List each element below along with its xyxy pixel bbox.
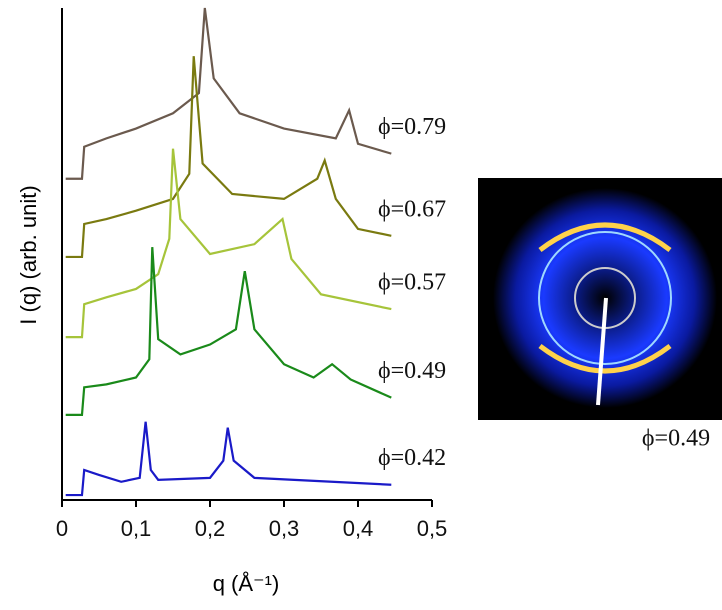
- inset-ring: [538, 231, 672, 365]
- inset: [478, 178, 722, 420]
- series-label: ϕ=0.79: [378, 114, 446, 140]
- x-tick-label: 0: [56, 516, 68, 541]
- series-label: ϕ=0.57: [378, 270, 446, 296]
- x-tick-label: 0,2: [195, 516, 226, 541]
- series-label: ϕ=0.49: [378, 358, 446, 384]
- inset-arc: [538, 344, 672, 374]
- line: [65, 56, 392, 259]
- beamstop: [596, 297, 608, 406]
- series-label: ϕ=0.67: [378, 196, 446, 222]
- x-axis-label: q (Å⁻¹): [213, 571, 280, 596]
- x-tick-label: 0,4: [343, 516, 374, 541]
- inset-arc: [538, 222, 672, 252]
- x-tick-label: 0,5: [417, 516, 448, 541]
- line: [65, 247, 392, 416]
- y-axis-label: I (q) (arb. unit): [16, 185, 41, 324]
- series-label: ϕ=0.42: [378, 445, 446, 471]
- line: [65, 7, 392, 180]
- x-tick-label: 0,1: [121, 516, 152, 541]
- x-tick-label: 0,3: [269, 516, 300, 541]
- line: [65, 148, 392, 339]
- inset-label: ϕ=0.49: [642, 426, 710, 452]
- line: [65, 421, 392, 497]
